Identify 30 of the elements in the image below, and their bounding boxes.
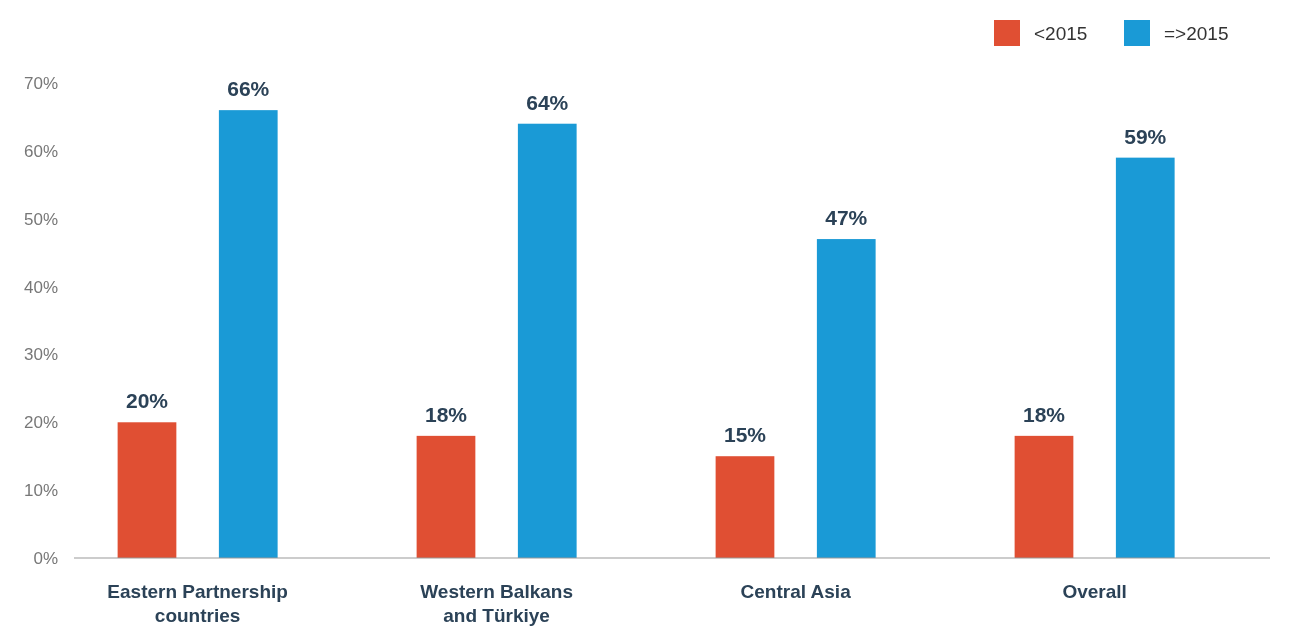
data-label: 59% <box>1124 124 1167 148</box>
legend-label: <2015 <box>1034 22 1088 44</box>
y-tick-label: 50% <box>23 209 58 229</box>
data-label: 18% <box>424 402 468 426</box>
bar <box>816 239 876 558</box>
y-tick-label: 30% <box>23 345 58 365</box>
y-tick-label: 10% <box>23 481 58 501</box>
y-tick-label: 60% <box>23 141 58 161</box>
y-tick-label: 40% <box>23 277 58 297</box>
data-label: 64% <box>526 90 569 114</box>
bar <box>715 456 775 558</box>
y-tick-label: 0% <box>33 548 58 568</box>
data-label: 66% <box>227 77 270 101</box>
bar <box>117 422 177 558</box>
x-tick-label: Central Asia <box>740 581 852 602</box>
bar <box>416 435 476 558</box>
bar <box>218 110 278 558</box>
data-label: 47% <box>825 206 868 230</box>
data-label: 20% <box>125 389 169 413</box>
x-tick-label: Overall <box>1062 581 1127 602</box>
y-tick-label: 70% <box>23 73 58 93</box>
bar <box>517 123 577 558</box>
data-label: 18% <box>1022 402 1066 426</box>
y-tick-label: 20% <box>23 413 58 433</box>
data-label: 15% <box>723 423 767 447</box>
bar <box>1115 157 1175 558</box>
x-tick-label: Western Balkans and Türkiye <box>420 581 574 626</box>
x-tick-label: Eastern Partnership countries <box>107 581 288 626</box>
legend-label: =>2015 <box>1164 22 1229 44</box>
bar <box>1014 435 1074 558</box>
